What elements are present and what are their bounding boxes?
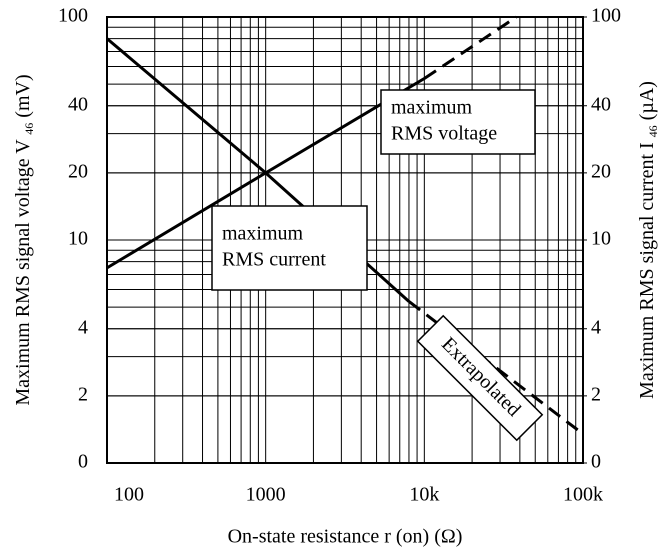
- annotation-text: RMS current: [222, 249, 326, 271]
- y2-tick-label: 40: [591, 93, 611, 115]
- y-tick-label: 20: [68, 160, 88, 182]
- y2-tick-label: 10: [591, 228, 611, 250]
- x-tick-label: 100: [114, 484, 144, 506]
- y-label-main: Maximum RMS signal voltage V: [12, 139, 34, 406]
- annotation-text: maximum: [222, 223, 304, 245]
- plot-frame: [106, 16, 584, 464]
- annotation: maximum RMS current: [211, 205, 368, 291]
- y-tick-label: 0: [78, 451, 88, 473]
- x-tick-label: 100k: [563, 484, 603, 506]
- annotation-text: Extrapolated: [437, 333, 525, 421]
- annotation-text: maximum: [391, 97, 473, 119]
- y2-label-sub: 46: [646, 125, 660, 137]
- y2-axis-label: Maximum RMS signal current I 46 (µA): [636, 81, 664, 399]
- y-label-unit: (mV): [12, 74, 34, 117]
- y2-tick-label: 20: [591, 160, 611, 182]
- annotation: Extrapolated: [416, 314, 544, 442]
- line: [423, 15, 518, 80]
- y-tick-label: 4: [78, 316, 88, 338]
- annotation-box: [416, 314, 544, 442]
- annotation-text: RMS voltage: [391, 123, 497, 145]
- y2-tick-label: 4: [591, 316, 601, 338]
- annotation-box: [380, 89, 536, 155]
- x-axis-label: On-state resistance r (on) (Ω): [228, 526, 463, 548]
- x-tick-label: 1000: [246, 484, 286, 506]
- y2-label-unit: (µA): [636, 81, 658, 120]
- y2-tick-label: 2: [591, 383, 601, 405]
- x-tick-label: 10k: [409, 484, 439, 506]
- y2-tick-label: 0: [591, 451, 601, 473]
- y-axis-label: Maximum RMS signal voltage V 46 (mV): [12, 74, 40, 405]
- annotation: maximum RMS voltage: [380, 89, 536, 155]
- y2-tick-label: 100: [591, 5, 621, 27]
- line: [408, 300, 584, 436]
- y-label-sub: 46: [22, 123, 36, 135]
- y2-label-main: Maximum RMS signal current I: [636, 142, 658, 399]
- y-tick-label: 40: [68, 93, 88, 115]
- annotation-box: [211, 205, 368, 291]
- y-tick-label: 100: [58, 5, 88, 27]
- y-tick-label: 2: [78, 383, 88, 405]
- y-tick-label: 10: [68, 228, 88, 250]
